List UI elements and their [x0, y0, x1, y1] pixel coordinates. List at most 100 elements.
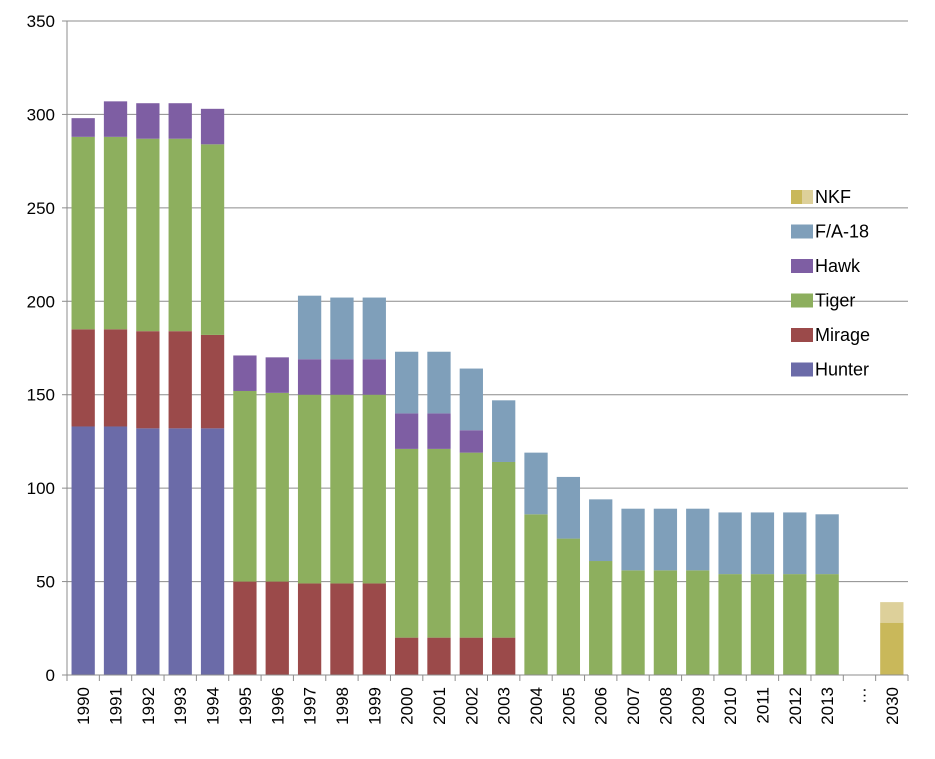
bar-segment: [394, 413, 419, 449]
legend-swatch: [791, 328, 813, 342]
bar-segment: [783, 512, 807, 575]
x-tick-label: 2005: [559, 687, 578, 725]
legend-swatch: [791, 190, 802, 204]
bar-segment: [233, 581, 257, 675]
bar-segment: [103, 101, 128, 137]
bar-segment: [136, 138, 160, 332]
bars: [71, 101, 904, 675]
x-tick-label: 2009: [689, 687, 708, 725]
bar-segment: [718, 512, 742, 575]
x-tick-label: 2001: [430, 687, 449, 725]
bar-segment: [492, 461, 516, 638]
bar-segment: [589, 561, 613, 675]
bar-segment: [459, 368, 483, 431]
bar-segment: [621, 508, 645, 571]
legend-swatch: [791, 259, 813, 273]
bar-segment: [524, 514, 548, 675]
bar-segment: [362, 583, 386, 675]
bar-segment: [103, 136, 128, 330]
x-tick-label: 2012: [786, 687, 805, 725]
bar-segment: [168, 103, 192, 139]
bar-segment: [297, 359, 322, 395]
y-tick-label: 350: [27, 12, 55, 31]
y-axis-ticks: 0 50 100 150 200 250 300 350: [27, 12, 55, 685]
x-tick-label: 2007: [624, 687, 643, 725]
bar-segment: [136, 103, 160, 139]
x-tick-label: 2006: [592, 687, 611, 725]
x-tick-label: 2013: [818, 687, 837, 725]
bar-segment: [556, 538, 581, 675]
legend-label: Tiger: [815, 291, 855, 311]
bar-segment: [297, 394, 322, 584]
bar-segment: [362, 297, 386, 360]
bar-segment: [621, 570, 645, 675]
y-tick-label: 0: [46, 666, 55, 685]
legend: NKF F/A-18 Hawk Tiger Mirage Hunter: [791, 187, 870, 380]
bar-segment: [297, 295, 322, 360]
bar-segment: [880, 622, 904, 675]
bar-segment: [200, 108, 225, 145]
bar-segment: [362, 359, 386, 395]
bar-segment: [815, 574, 839, 675]
gridlines: [67, 20, 908, 583]
y-tick-label: 200: [27, 292, 55, 311]
x-tick-label: 2002: [462, 687, 481, 725]
bar-segment: [330, 359, 354, 395]
bar-segment: [265, 581, 289, 675]
bar-segment: [200, 334, 225, 429]
x-tick-label: 1993: [171, 687, 190, 725]
y-tick-label: 150: [27, 386, 55, 405]
x-tick-label: 1998: [333, 687, 352, 725]
bar-segment: [427, 637, 451, 675]
bar-segment: [524, 452, 548, 515]
bar-segment: [427, 413, 451, 449]
bar-segment: [71, 329, 95, 427]
bar-segment: [427, 448, 451, 638]
y-tick-label: 50: [36, 573, 55, 592]
x-tick-label: 2030: [883, 687, 902, 725]
legend-label: Hawk: [815, 256, 861, 276]
bar-segment: [297, 583, 322, 675]
axes: [62, 20, 909, 681]
bar-segment: [686, 508, 710, 571]
legend-label: Mirage: [815, 325, 870, 345]
bar-segment: [136, 331, 160, 429]
bar-segment: [71, 118, 95, 137]
x-tick-label: 1996: [268, 687, 287, 725]
bar-segment: [750, 512, 775, 575]
bar-segment: [136, 428, 160, 675]
x-tick-label: 2003: [495, 687, 514, 725]
bar-segment: [362, 394, 386, 584]
bar-segment: [233, 390, 257, 582]
bar-segment: [750, 574, 775, 675]
legend-label: Hunter: [815, 360, 869, 380]
x-tick-label: 2000: [398, 687, 417, 725]
bar-segment: [103, 329, 128, 427]
x-tick-label: 1999: [365, 687, 384, 725]
bar-segment: [783, 574, 807, 675]
bar-segment: [394, 448, 419, 638]
x-tick-label: 2011: [753, 687, 772, 724]
x-tick-label: 1992: [139, 687, 158, 725]
bar-segment: [330, 394, 354, 584]
x-tick-label: …: [850, 687, 869, 704]
x-tick-label: 1995: [236, 687, 255, 725]
bar-segment: [265, 392, 289, 582]
bar-segment: [459, 430, 483, 453]
bar-segment: [427, 351, 451, 414]
bar-segment: [168, 331, 192, 429]
x-tick-label: 1991: [107, 687, 126, 725]
bar-segment: [459, 637, 483, 675]
bar-segment: [492, 637, 516, 675]
y-tick-label: 250: [27, 199, 55, 218]
x-tick-label: 2010: [721, 687, 740, 725]
legend-label: NKF: [815, 187, 851, 207]
bar-segment: [815, 514, 839, 575]
bar-segment: [589, 499, 613, 562]
bar-segment: [71, 426, 95, 675]
x-tick-label: 2004: [527, 687, 546, 725]
bar-segment: [200, 428, 225, 675]
legend-swatch: [791, 362, 813, 377]
legend-label: F/A-18: [815, 222, 869, 242]
bar-segment: [330, 297, 354, 360]
